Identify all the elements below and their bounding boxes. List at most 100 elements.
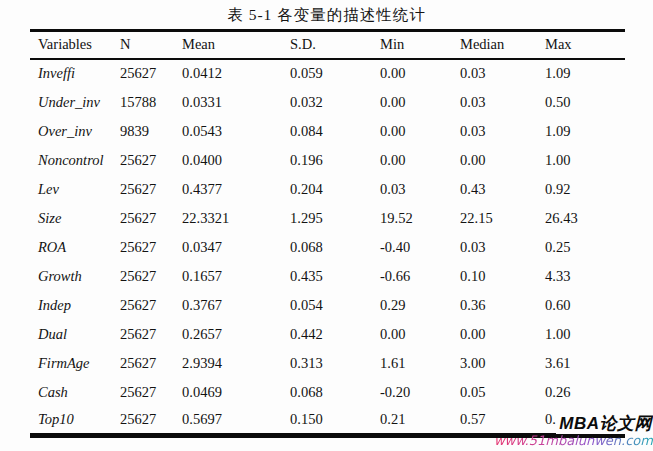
cell-value: 0.92 [537,175,625,204]
cell-value: 0.36 [452,291,537,320]
column-header: Mean [174,31,282,59]
cell-value: 0.442 [282,320,372,349]
variable-name: Top10 [30,407,112,436]
table-body: Inveffi256270.04120.0590.000.031.09Under… [30,59,625,436]
variable-name: FirmAge [30,349,112,378]
cell-value: 0.00 [372,146,452,175]
cell-value: 0.1657 [174,262,282,291]
variable-name: Dual [30,320,112,349]
cell-value: 0.313 [282,349,372,378]
cell-value: 0.03 [372,175,452,204]
cell-value: 0.0412 [174,59,282,88]
table-row: Noncontrol256270.04000.1960.000.001.00 [30,146,625,175]
cell-value: 0.43 [452,175,537,204]
cell-value: 0.00 [452,320,537,349]
cell-value: 0.00 [372,59,452,88]
cell-value: 1.00 [537,320,625,349]
column-header: N [112,31,174,59]
cell-value: 4.33 [537,262,625,291]
table-row: ROA256270.03470.068-0.400.030.25 [30,233,625,262]
table-title: 表 5-1 各变量的描述性统计 [0,5,653,26]
cell-value: 0.03 [452,117,537,146]
watermark-site-name: MBA论文网 [556,414,652,434]
cell-value: 0.0347 [174,233,282,262]
cell-value: 0.435 [282,262,372,291]
cell-value: 26.43 [537,204,625,233]
variable-name: ROA [30,233,112,262]
cell-value: 0.21 [372,407,452,436]
cell-value: 25627 [112,349,174,378]
table-row: Size2562722.33211.29519.5222.1526.43 [30,204,625,233]
cell-value: 1.09 [537,117,625,146]
cell-value: 25627 [112,59,174,88]
cell-value: 25627 [112,204,174,233]
table-row: Indep256270.37670.0540.290.360.60 [30,291,625,320]
cell-value: 0.00 [372,117,452,146]
cell-value: 0.29 [372,291,452,320]
cell-value: 25627 [112,233,174,262]
cell-value: 25627 [112,146,174,175]
cell-value: 22.3321 [174,204,282,233]
cell-value: 0.05 [452,378,537,407]
cell-value: 3.61 [537,349,625,378]
cell-value: 0.00 [452,146,537,175]
variable-name: Cash [30,378,112,407]
cell-value: 0.3767 [174,291,282,320]
table-header-row: VariablesNMeanS.D.MinMedianMax [30,31,625,59]
cell-value: 1.00 [537,146,625,175]
watermark-site-url: www.51mbalunwen.com [491,432,653,449]
table-row: Inveffi256270.04120.0590.000.031.09 [30,59,625,88]
column-header: Max [537,31,625,59]
cell-value: 15788 [112,88,174,117]
column-header: Min [372,31,452,59]
cell-value: 25627 [112,407,174,436]
cell-value: 0.26 [537,378,625,407]
cell-value: 25627 [112,320,174,349]
cell-value: 0.0469 [174,378,282,407]
column-header: Median [452,31,537,59]
column-header: S.D. [282,31,372,59]
cell-value: 0.2657 [174,320,282,349]
cell-value: 1.09 [537,59,625,88]
cell-value: -0.66 [372,262,452,291]
table-row: Lev256270.43770.2040.030.430.92 [30,175,625,204]
cell-value: 0.196 [282,146,372,175]
variable-name: Over_inv [30,117,112,146]
cell-value: 0.03 [452,233,537,262]
cell-value: 25627 [112,175,174,204]
cell-value: 0.204 [282,175,372,204]
cell-value: 0.150 [282,407,372,436]
variable-name: Under_inv [30,88,112,117]
cell-value: 0.0543 [174,117,282,146]
variable-name: Inveffi [30,59,112,88]
cell-value: 0.00 [372,320,452,349]
table-row: Growth256270.16570.435-0.660.104.33 [30,262,625,291]
cell-value: 22.15 [452,204,537,233]
cell-value: 0.068 [282,233,372,262]
column-header: Variables [30,31,112,59]
cell-value: 0.059 [282,59,372,88]
cell-value: 19.52 [372,204,452,233]
variable-name: Size [30,204,112,233]
variable-name: Lev [30,175,112,204]
cell-value: -0.40 [372,233,452,262]
cell-value: 0.10 [452,262,537,291]
cell-value: 0.0400 [174,146,282,175]
cell-value: 25627 [112,291,174,320]
cell-value: 1.61 [372,349,452,378]
cell-value: 0.50 [537,88,625,117]
cell-value: 0.0331 [174,88,282,117]
cell-value: 0.25 [537,233,625,262]
descriptive-statistics-table: VariablesNMeanS.D.MinMedianMax Inveffi25… [30,29,625,438]
cell-value: -0.20 [372,378,452,407]
cell-value: 0.03 [452,59,537,88]
cell-value: 1.295 [282,204,372,233]
table-row: FirmAge256272.93940.3131.613.003.61 [30,349,625,378]
table-row: Under_inv157880.03310.0320.000.030.50 [30,88,625,117]
cell-value: 0.054 [282,291,372,320]
cell-value: 0.4377 [174,175,282,204]
variable-name: Indep [30,291,112,320]
table-row: Over_inv98390.05430.0840.000.031.09 [30,117,625,146]
cell-value: 9839 [112,117,174,146]
cell-value: 0.00 [372,88,452,117]
